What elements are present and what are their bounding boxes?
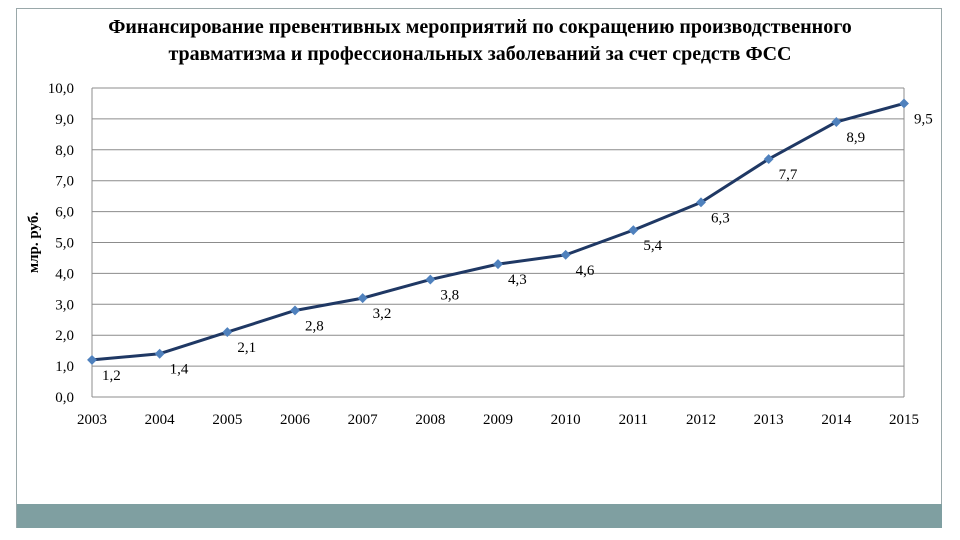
x-tick-label: 2012 bbox=[686, 412, 716, 428]
data-point bbox=[357, 293, 368, 304]
data-point bbox=[628, 225, 639, 236]
data-point bbox=[425, 274, 436, 285]
data-point bbox=[696, 197, 706, 208]
data-label: 3,2 bbox=[373, 306, 392, 322]
y-axis-label: млр. руб. bbox=[26, 212, 42, 273]
y-tick-label: 7,0 bbox=[55, 174, 74, 190]
data-label: 1,4 bbox=[170, 362, 189, 378]
data-point bbox=[154, 348, 165, 359]
x-tick-label: 2006 bbox=[280, 412, 311, 428]
data-label: 4,6 bbox=[576, 263, 595, 279]
x-tick-label: 2014 bbox=[821, 412, 852, 428]
data-point bbox=[222, 327, 233, 338]
data-point bbox=[87, 354, 97, 365]
x-tick-label: 2015 bbox=[889, 412, 919, 428]
data-label: 2,8 bbox=[305, 318, 324, 334]
data-label: 5,4 bbox=[643, 238, 662, 254]
y-tick-label: 10,0 bbox=[48, 81, 74, 97]
data-label: 6,3 bbox=[711, 210, 730, 226]
data-label: 1,2 bbox=[102, 368, 121, 384]
data-point bbox=[560, 249, 571, 260]
x-tick-label: 2009 bbox=[483, 412, 513, 428]
page-title: Финансирование превентивных мероприятий … bbox=[20, 14, 940, 68]
x-tick-label: 2003 bbox=[77, 412, 107, 428]
series-line bbox=[91, 102, 905, 362]
x-tick-label: 2004 bbox=[145, 412, 176, 428]
data-point bbox=[899, 98, 909, 109]
y-tick-label: 6,0 bbox=[55, 205, 74, 221]
y-tick-label: 9,0 bbox=[55, 112, 74, 128]
data-label: 4,3 bbox=[508, 272, 527, 288]
x-tick-label: 2011 bbox=[619, 412, 648, 428]
y-tick-label: 8,0 bbox=[55, 143, 74, 159]
footer-bar bbox=[17, 504, 942, 528]
title-line-1: Финансирование превентивных мероприятий … bbox=[108, 16, 852, 38]
y-tick-label: 0,0 bbox=[55, 390, 74, 406]
x-tick-label: 2010 bbox=[551, 412, 581, 428]
data-point bbox=[831, 117, 842, 127]
x-tick-label: 2005 bbox=[212, 412, 242, 428]
data-label: 9,5 bbox=[914, 111, 933, 127]
data-point bbox=[763, 154, 774, 165]
x-tick-label: 2013 bbox=[754, 412, 784, 428]
y-tick-label: 3,0 bbox=[55, 297, 74, 313]
x-tick-label: 2008 bbox=[415, 412, 445, 428]
data-point bbox=[290, 305, 300, 316]
y-tick-label: 5,0 bbox=[55, 236, 74, 252]
y-tick-label: 1,0 bbox=[55, 359, 74, 375]
data-label: 3,8 bbox=[440, 288, 459, 304]
data-point bbox=[493, 259, 503, 270]
data-label: 7,7 bbox=[779, 167, 798, 183]
y-tick-label: 4,0 bbox=[55, 266, 74, 282]
data-label: 2,1 bbox=[237, 340, 256, 356]
data-label: 8,9 bbox=[846, 130, 865, 146]
x-tick-label: 2007 bbox=[348, 412, 379, 428]
y-tick-label: 2,0 bbox=[55, 328, 74, 344]
title-line-2: травматизма и профессиональных заболеван… bbox=[168, 43, 792, 65]
